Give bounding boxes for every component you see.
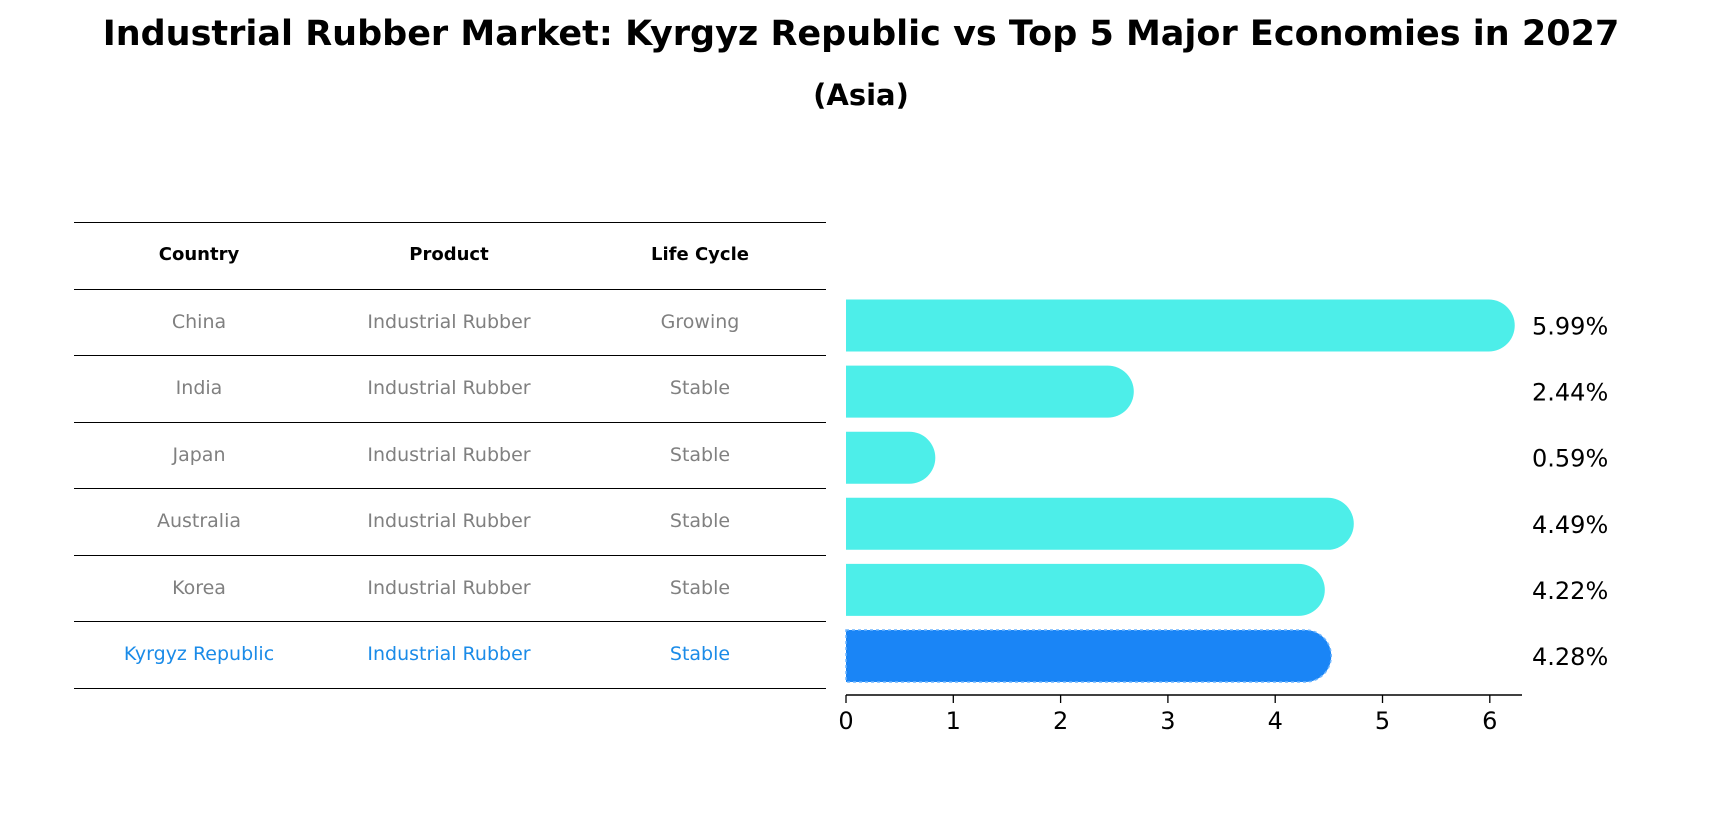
x-tick-label: 3 bbox=[1160, 707, 1175, 735]
highlight-bar bbox=[846, 630, 1331, 682]
bar bbox=[846, 564, 1325, 616]
bar bbox=[846, 432, 935, 484]
value-label: 2.44% bbox=[1532, 379, 1608, 407]
x-tick-label: 0 bbox=[838, 707, 853, 735]
bar bbox=[846, 498, 1354, 550]
value-label: 4.49% bbox=[1532, 511, 1608, 539]
value-label: 0.59% bbox=[1532, 445, 1608, 473]
bar bbox=[846, 300, 1515, 352]
x-tick-label: 6 bbox=[1482, 707, 1497, 735]
x-tick-label: 1 bbox=[946, 707, 961, 735]
value-label: 4.28% bbox=[1532, 643, 1608, 671]
x-tick-label: 5 bbox=[1375, 707, 1390, 735]
bar bbox=[846, 366, 1134, 418]
value-label: 4.22% bbox=[1532, 577, 1608, 605]
value-label: 5.99% bbox=[1532, 313, 1608, 341]
x-tick-label: 2 bbox=[1053, 707, 1068, 735]
bar-chart: 5.99% 2.44% 0.59% 4.49% 4.22% 4.28% 0 1 2 3 4 5 6 bbox=[0, 0, 1722, 823]
x-tick-label: 4 bbox=[1268, 707, 1283, 735]
